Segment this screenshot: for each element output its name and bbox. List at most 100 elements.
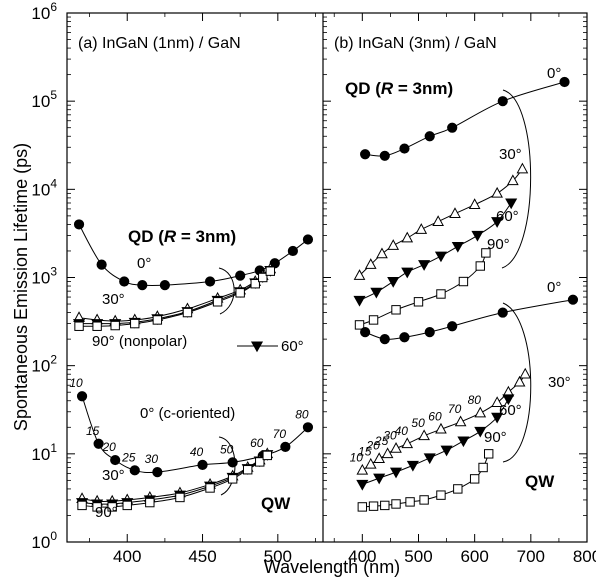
panel-b-qw-60deg-line — [362, 398, 509, 485]
wavelength-label: 60 — [250, 436, 264, 450]
panel-b-qw-0-label: 0° — [547, 279, 561, 296]
panel-b-qw-60deg-point — [474, 426, 487, 438]
panel-b-qd-90deg-point — [475, 261, 485, 271]
panel-b-qw-90deg-point — [380, 500, 390, 511]
panel-a-qw-0deg-line — [81, 396, 309, 474]
panel-a-qd-0deg-point — [302, 234, 314, 245]
panel-b-qw-60deg-point — [502, 394, 515, 406]
panel-a-qw-0deg-point — [280, 441, 291, 452]
panel-b-qd-90deg-point — [354, 320, 365, 330]
panel-a-qw-90deg-point — [145, 497, 155, 508]
panel-b-qd-30deg-point — [415, 223, 428, 234]
panel-b-qd-90-label: 90° — [487, 236, 510, 253]
panel-b-qw-30deg-point — [364, 457, 377, 469]
panel-b-qw-30deg-point — [373, 452, 386, 464]
panel-a-qd-90deg-point — [74, 321, 84, 331]
panel-b-qw-30deg-point — [435, 422, 447, 434]
x-tick-label: 400 — [348, 547, 376, 566]
x-tick-label: 500 — [404, 547, 432, 566]
panel-b-qw-30deg-point — [418, 429, 430, 441]
panel-b-qd-30deg-point — [387, 239, 400, 250]
panel-b-qw-30deg-point — [356, 463, 369, 475]
panel-a-qw-30-label: 30° — [102, 467, 125, 484]
panel-b-qd-90deg-point — [481, 248, 491, 258]
panel-a-qd-0deg-point — [96, 259, 107, 270]
x-tick-label: 500 — [264, 547, 292, 566]
panel-b-qw-90-label: 90° — [484, 429, 507, 446]
panel-b-qd-0-label: 0° — [547, 65, 561, 82]
panel-b-qw-60deg-point — [457, 436, 470, 448]
panel-b-qw-90deg-point — [469, 474, 480, 484]
panel-b-qd-60deg-point — [387, 277, 400, 288]
panel-a-qd-90deg-point — [235, 288, 245, 298]
panel-b-qw-90deg-point — [357, 502, 368, 512]
panel-a-qw-0deg-point — [93, 438, 104, 449]
panel-a-qd-0deg-point — [204, 276, 216, 287]
panel-b-qd-30deg-point — [432, 215, 444, 226]
panel-b-qd-30deg-point — [468, 198, 481, 209]
panel-a-title: (a) InGaN (1nm) / GaN — [78, 35, 241, 52]
wavelength-label: 50 — [220, 442, 234, 456]
panel-b-qw-60deg-point — [389, 467, 403, 479]
panel-a-qw-0deg-point — [302, 422, 314, 433]
panel-b-qw-90deg-point — [436, 490, 446, 500]
panel-b-qd-90deg-point — [368, 315, 379, 325]
panel-b-qw-30deg-point — [454, 415, 467, 427]
panel-a-legend-60-label: 60° — [281, 338, 304, 355]
panel-a-qw-0-label: 0° (c-oriented) — [140, 405, 235, 422]
panel-b-qw-0deg-point — [567, 294, 579, 305]
y-tick-label: 106 — [31, 0, 57, 23]
x-tick-label: 600 — [460, 547, 488, 566]
panel-b-qw-group-label: QW — [525, 472, 555, 491]
wavelength-label: 20 — [102, 440, 117, 454]
panel-a-qw-0deg-point — [152, 467, 163, 478]
wavelength-label: 10 — [350, 450, 364, 464]
panel-a-qw-0deg-point — [197, 459, 208, 470]
panel-a-qd-0deg-point — [287, 245, 298, 257]
wavelength-label: 70 — [448, 402, 462, 416]
panel-a-qd-90deg-point — [258, 272, 268, 283]
wavelength-label: 40 — [190, 445, 204, 459]
panel-a-qw-90deg-point — [227, 474, 238, 484]
panel-a-qw-90deg-point — [255, 457, 265, 467]
panel-b-qw-30deg-point — [381, 447, 394, 459]
panel-b-qd-60deg-point — [451, 241, 464, 253]
legend-60-marker — [250, 341, 264, 353]
panel-b-qd-30deg-point — [449, 207, 461, 218]
panel-b-qd-0deg-point — [447, 122, 458, 133]
x-axis-title: Wavelength (nm) — [264, 557, 400, 577]
wavelength-label: 50 — [411, 416, 425, 430]
panel-b-qw-90deg-point — [419, 495, 429, 505]
wavelength-label: 40 — [395, 424, 409, 438]
panel-b-qw-30deg-point — [491, 396, 503, 408]
panel-b-qd-90deg-point — [413, 297, 424, 307]
panel-a-qd-90deg-point — [250, 279, 260, 289]
panel-a-qw-0deg-point — [76, 391, 88, 402]
panel-b-qd-0deg-point — [424, 131, 435, 142]
panel-a-qw-90deg-point — [175, 492, 185, 503]
panel-a-qd-30-label: 30° — [102, 291, 125, 308]
panel-a-qd-90-label: 90° (nonpolar) — [92, 333, 187, 350]
panel-b-qd-60deg-point — [491, 217, 504, 228]
panel-b-qd-30deg-point — [516, 162, 529, 174]
panel-b-qw-30deg-point — [519, 367, 532, 379]
x-tick-label: 400 — [113, 547, 141, 566]
y-tick-label: 102 — [31, 353, 57, 376]
panel-b-qw-30deg-point — [401, 437, 414, 449]
panel-a-qd-0deg-point — [159, 279, 170, 291]
panel-b-qw-90deg-point — [453, 484, 463, 494]
panel-b-qd-60deg-point — [505, 198, 518, 210]
panel-a-qw-90deg-point — [243, 465, 253, 475]
axes-layer: 100 101 102 103 104 105 106 400 450 500 400 500 600 7… — [31, 0, 596, 566]
wavelength-label: 80 — [468, 393, 482, 407]
wavelength-label: 25 — [374, 434, 389, 448]
x-tick-label: 800 — [573, 547, 596, 566]
panel-b-qw-30-label: 30° — [548, 374, 571, 391]
panel-a-qd-0deg-point — [137, 279, 148, 291]
panel-a-qw-90deg-point — [262, 450, 272, 461]
panel-b-qw-0deg-point — [424, 327, 435, 338]
panel-a-qd-0-label: 0° — [137, 255, 151, 272]
panel-b-qd-0deg-point — [497, 96, 508, 107]
panel-b-qw-60deg-point — [440, 445, 453, 457]
